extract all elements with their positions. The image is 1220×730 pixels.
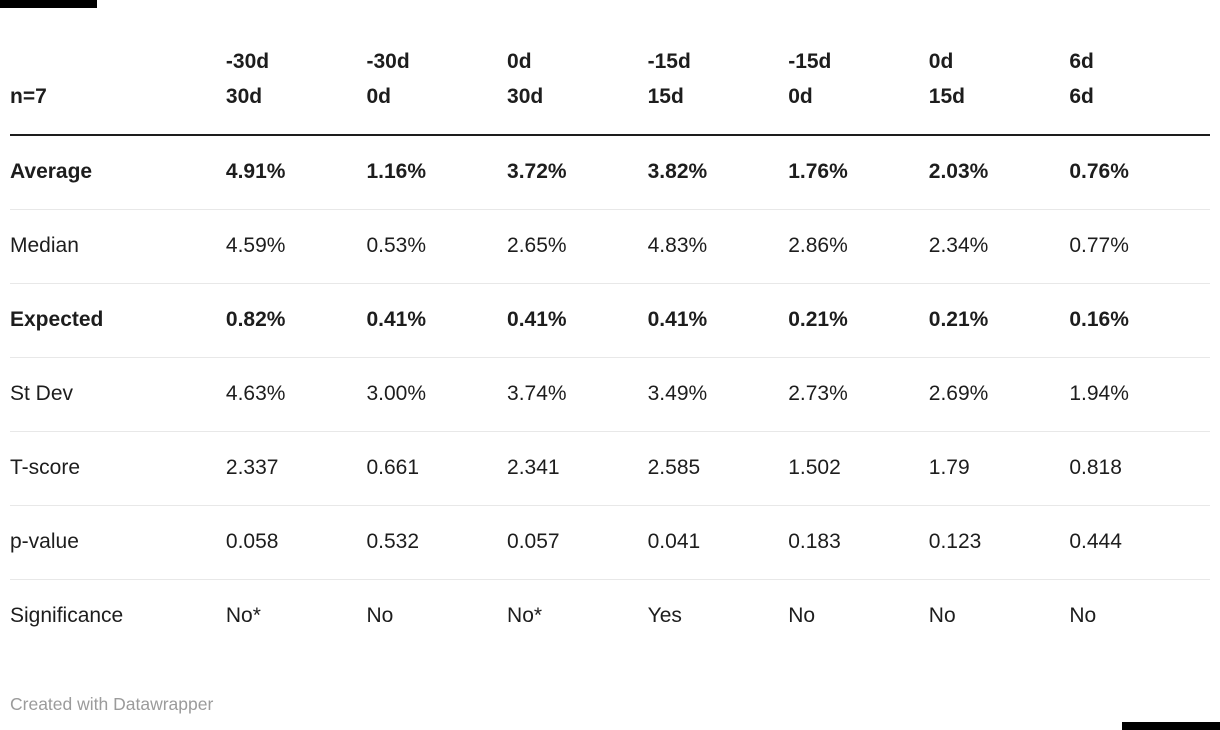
table-row: Significance No* No No* Yes No No No xyxy=(10,579,1210,653)
table-cell: No xyxy=(928,604,956,628)
crop-marker-bottom-right xyxy=(1122,722,1220,730)
table-cell: 1.79 xyxy=(928,456,970,479)
table-row: Average 4.91% 1.16% 3.72% 3.82% 1.76% 2.03% 0.7… xyxy=(10,135,1210,209)
column-header: -15d 15d xyxy=(647,0,789,136)
table-cell: 1.502 xyxy=(788,456,841,479)
table-cell: 1.16% xyxy=(366,160,427,184)
table-header: n=7 -30d 30d -30d 0d 0d 30d -15d 15d -15d 0d 0d 15d… xyxy=(10,0,1210,136)
column-header-line-top: -30d xyxy=(225,50,270,73)
column-header-line-bottom: 0d xyxy=(788,85,813,108)
table-cell: 2.337 xyxy=(225,456,279,479)
table-cell: 0.21% xyxy=(788,308,848,331)
column-header: 6d 6d xyxy=(1069,0,1210,136)
table-cell: 0.661 xyxy=(366,456,420,479)
column-header-line-bottom: 30d xyxy=(507,85,544,108)
table-cell: 3.74% xyxy=(507,382,567,405)
row-label: Median xyxy=(10,234,79,257)
row-label: St Dev xyxy=(10,382,74,405)
table-cell: 2.86% xyxy=(788,234,848,257)
table-cell: No xyxy=(366,604,394,628)
datawrapper-attribution-link[interactable]: Created with Datawrapper xyxy=(10,694,214,714)
table-cell: 4.63% xyxy=(225,382,286,405)
table-cell: 0.123 xyxy=(928,530,982,553)
corner-label: n=7 xyxy=(10,0,226,136)
table-row: T-score 2.337 0.661 2.341 2.585 1.502 1.79 0.81… xyxy=(10,431,1210,505)
table-cell: 0.41% xyxy=(507,308,567,331)
table-row: p-value 0.058 0.532 0.057 0.041 0.183 0.123 0.4… xyxy=(10,505,1210,579)
table-cell: 3.72% xyxy=(507,160,567,184)
table-cell: 0.818 xyxy=(1069,456,1122,479)
column-header: 0d 30d xyxy=(507,0,648,136)
column-header-line-bottom: 15d xyxy=(647,85,684,108)
row-label: Expected xyxy=(10,308,104,331)
table-row: Expected 0.82% 0.41% 0.41% 0.41% 0.21% 0.21% 0.… xyxy=(10,283,1210,357)
table-cell: 3.49% xyxy=(647,382,708,405)
table-cell: 0.532 xyxy=(366,530,420,553)
table-row: Median 4.59% 0.53% 2.65% 4.83% 2.86% 2.34% 0.77… xyxy=(10,209,1210,283)
table-cell: 2.34% xyxy=(928,234,989,257)
table-cell: 1.94% xyxy=(1069,382,1129,405)
table-cell: No xyxy=(788,604,816,628)
table-cell: No* xyxy=(507,604,543,628)
table-cell: 3.00% xyxy=(366,382,427,405)
column-header-line-bottom: 0d xyxy=(366,85,391,108)
table-cell: 2.65% xyxy=(507,234,567,257)
table-cell: 0.041 xyxy=(647,530,701,553)
table-cell: 0.41% xyxy=(366,308,427,331)
column-header-line-bottom: 30d xyxy=(225,85,263,108)
column-header: -15d 0d xyxy=(788,0,929,136)
table-cell: 0.16% xyxy=(1069,308,1129,331)
table-cell: 2.341 xyxy=(507,456,560,479)
row-label: T-score xyxy=(10,456,81,479)
row-label: Average xyxy=(10,160,93,184)
column-header: 0d 15d xyxy=(928,0,1070,136)
table-cell: 0.77% xyxy=(1069,234,1129,257)
column-header-line-top: -15d xyxy=(788,50,832,73)
table-cell: 2.585 xyxy=(647,456,701,479)
table-cell: 0.444 xyxy=(1069,530,1122,553)
table-cell: 2.69% xyxy=(928,382,989,405)
header-row: n=7 -30d 30d -30d 0d 0d 30d -15d 15d -15d 0d 0d 15d… xyxy=(10,0,1210,136)
column-header-line-top: -15d xyxy=(647,50,691,73)
table-row: St Dev 4.63% 3.00% 3.74% 3.49% 2.73% 2.69% 1.94… xyxy=(10,357,1210,431)
table-cell: 1.76% xyxy=(788,160,848,184)
table-body: Average 4.91% 1.16% 3.72% 3.82% 1.76% 2.03% 0.7… xyxy=(10,135,1210,653)
table-cell: 0.76% xyxy=(1069,160,1129,184)
column-header-line-top: 0d xyxy=(928,50,954,73)
column-header: -30d 30d xyxy=(225,0,367,136)
table-cell: 4.59% xyxy=(225,234,286,257)
table-cell: 0.41% xyxy=(647,308,708,331)
table-cell: 0.183 xyxy=(788,530,841,553)
column-header: -30d 0d xyxy=(366,0,508,136)
column-header-line-bottom: 15d xyxy=(928,85,965,108)
table-cell: 2.73% xyxy=(788,382,848,405)
table-cell: 0.057 xyxy=(507,530,560,553)
column-header-line-top: 6d xyxy=(1069,50,1094,73)
table-cell: 0.058 xyxy=(225,530,279,553)
stats-table: n=7 -30d 30d -30d 0d 0d 30d -15d 15d -15d 0d 0d 15d… xyxy=(10,0,1210,653)
table-cell: Yes xyxy=(647,604,682,628)
column-header-line-top: 0d xyxy=(507,50,532,73)
table-cell: 0.21% xyxy=(928,308,989,331)
table-cell: 0.53% xyxy=(366,234,427,257)
table-cell: 4.91% xyxy=(225,160,286,184)
table-cell: No xyxy=(1069,604,1097,628)
column-header-line-top: -30d xyxy=(366,50,410,73)
column-header-line-bottom: 6d xyxy=(1069,85,1094,108)
table-cell: No* xyxy=(225,604,261,628)
table-cell: 2.03% xyxy=(928,160,989,184)
table-cell: 0.82% xyxy=(225,308,286,331)
table-cell: 4.83% xyxy=(647,234,708,257)
row-label: p-value xyxy=(10,530,79,553)
table-cell: 3.82% xyxy=(647,160,708,184)
row-label: Significance xyxy=(10,604,124,628)
